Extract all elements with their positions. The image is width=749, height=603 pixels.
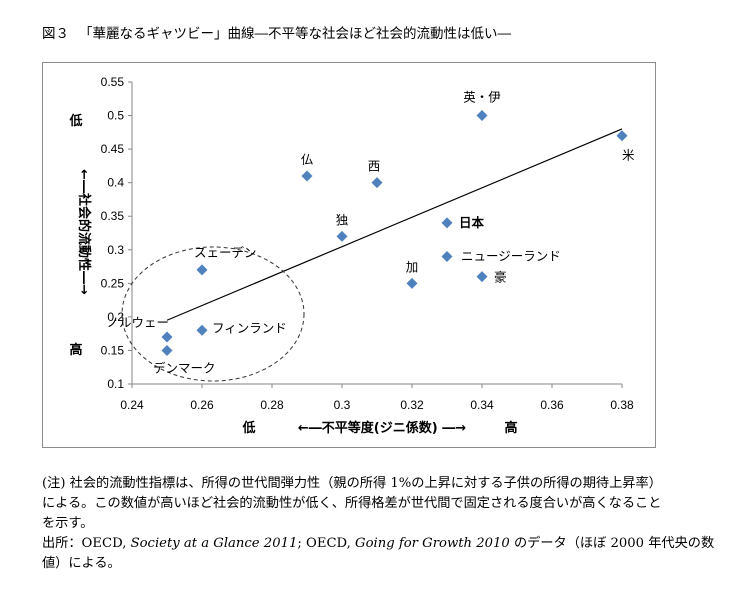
- y-tick-label: 0.2: [107, 310, 124, 324]
- x-axis-high-label: 高: [504, 420, 517, 436]
- data-point: [196, 264, 208, 276]
- data-label: 独: [336, 212, 349, 227]
- y-tick-label: 0.45: [101, 142, 125, 156]
- x-tick-label: 0.24: [120, 398, 144, 412]
- data-label: 英・伊: [463, 90, 501, 105]
- data-point: [476, 110, 488, 122]
- y-tick-label: 0.4: [107, 176, 124, 190]
- data-point: [616, 130, 628, 142]
- source-mid: ; OECD,: [297, 536, 356, 551]
- data-point: [161, 344, 173, 356]
- y-tick-label: 0.55: [101, 75, 125, 89]
- data-point: [336, 230, 348, 242]
- source-prefix: 出所：OECD,: [42, 536, 131, 551]
- source-suffix: のデータ（ほぼ 2000 年代央の数: [509, 536, 715, 551]
- data-label: 加: [406, 259, 419, 274]
- note-line-1: (注) 社会的流動性指標は、所得の世代間弾力性（親の所得 1%の上昇に対する子供…: [42, 476, 662, 491]
- y-tick-label: 0.15: [101, 343, 125, 357]
- x-tick-label: 0.28: [260, 398, 284, 412]
- data-label: ノルウェー: [106, 315, 169, 330]
- scatter-chart: 0.1 0.15 0.2 0.25 0.3 0.35 0.4 0.45 0.5 0.55 0.24 0…: [68, 75, 635, 436]
- data-label: 米: [622, 148, 635, 163]
- data-label: フィンランド: [212, 320, 287, 335]
- nordic-ellipse: [121, 246, 305, 382]
- source-line: 出所：OECD, Society at a Glance 2011; OECD,…: [42, 534, 722, 554]
- data-point: [476, 271, 488, 283]
- source-title-2: Going for Growth 2010: [355, 536, 510, 551]
- y-axis-high-label: 低: [68, 113, 82, 129]
- y-tick-label: 0.1: [107, 377, 124, 391]
- chart-frame: [42, 62, 656, 448]
- footnote: (注) 社会的流動性指標は、所得の世代間弾力性（親の所得 1%の上昇に対する子供…: [42, 474, 722, 574]
- note-line-2: による。この数値が高いほど社会的流動性が低く、所得格差が世代間で固定される度合い…: [42, 496, 662, 511]
- data-label: デンマーク: [153, 360, 216, 375]
- x-tick-label: 0.38: [610, 398, 634, 412]
- y-tick-label: 0.25: [101, 276, 125, 290]
- y-tick-label: 0.3: [107, 243, 124, 257]
- figure-number: 図３: [42, 26, 69, 42]
- source-line-2: 値）による。: [42, 556, 121, 571]
- x-axis-title: ←―不平等度(ジニ係数) ―→: [298, 420, 466, 436]
- source-title-1: Society at a Glance 2011: [130, 536, 298, 551]
- x-tick-label: 0.36: [540, 398, 564, 412]
- data-label: 豪: [494, 270, 507, 285]
- data-point: [301, 170, 313, 182]
- data-point: [371, 177, 383, 189]
- data-label: 日本: [459, 215, 485, 230]
- data-label: スェーデン: [194, 245, 257, 260]
- figure-title-text: 「華麗なるギャツビー」曲線―不平等な社会ほど社会的流動性は低い―: [79, 26, 511, 42]
- data-label: ニュージーランド: [461, 248, 561, 263]
- data-point: [406, 277, 418, 289]
- data-label: 西: [368, 159, 381, 174]
- figure-title: 図３ 「華麗なるギャツビー」曲線―不平等な社会ほど社会的流動性は低い―: [42, 22, 521, 42]
- x-tick-label: 0.32: [400, 398, 424, 412]
- x-tick-label: 0.34: [470, 398, 494, 412]
- y-axis-low-label: 高: [69, 342, 82, 358]
- data-point: [441, 250, 453, 262]
- trend-line: [166, 128, 623, 321]
- x-tick-label: 0.3: [334, 398, 351, 412]
- note-line-3: を示す。: [42, 516, 94, 531]
- data-point: [196, 324, 208, 336]
- x-tick-label: 0.26: [190, 398, 214, 412]
- y-tick-label: 0.5: [107, 109, 124, 123]
- y-axis-title: ←―社会的流動性―→: [76, 169, 92, 295]
- x-axis-low-label: 低: [241, 420, 255, 436]
- data-label: 仏: [301, 152, 314, 167]
- y-tick-label: 0.35: [101, 209, 125, 223]
- data-point: [441, 217, 453, 229]
- data-point: [161, 331, 173, 343]
